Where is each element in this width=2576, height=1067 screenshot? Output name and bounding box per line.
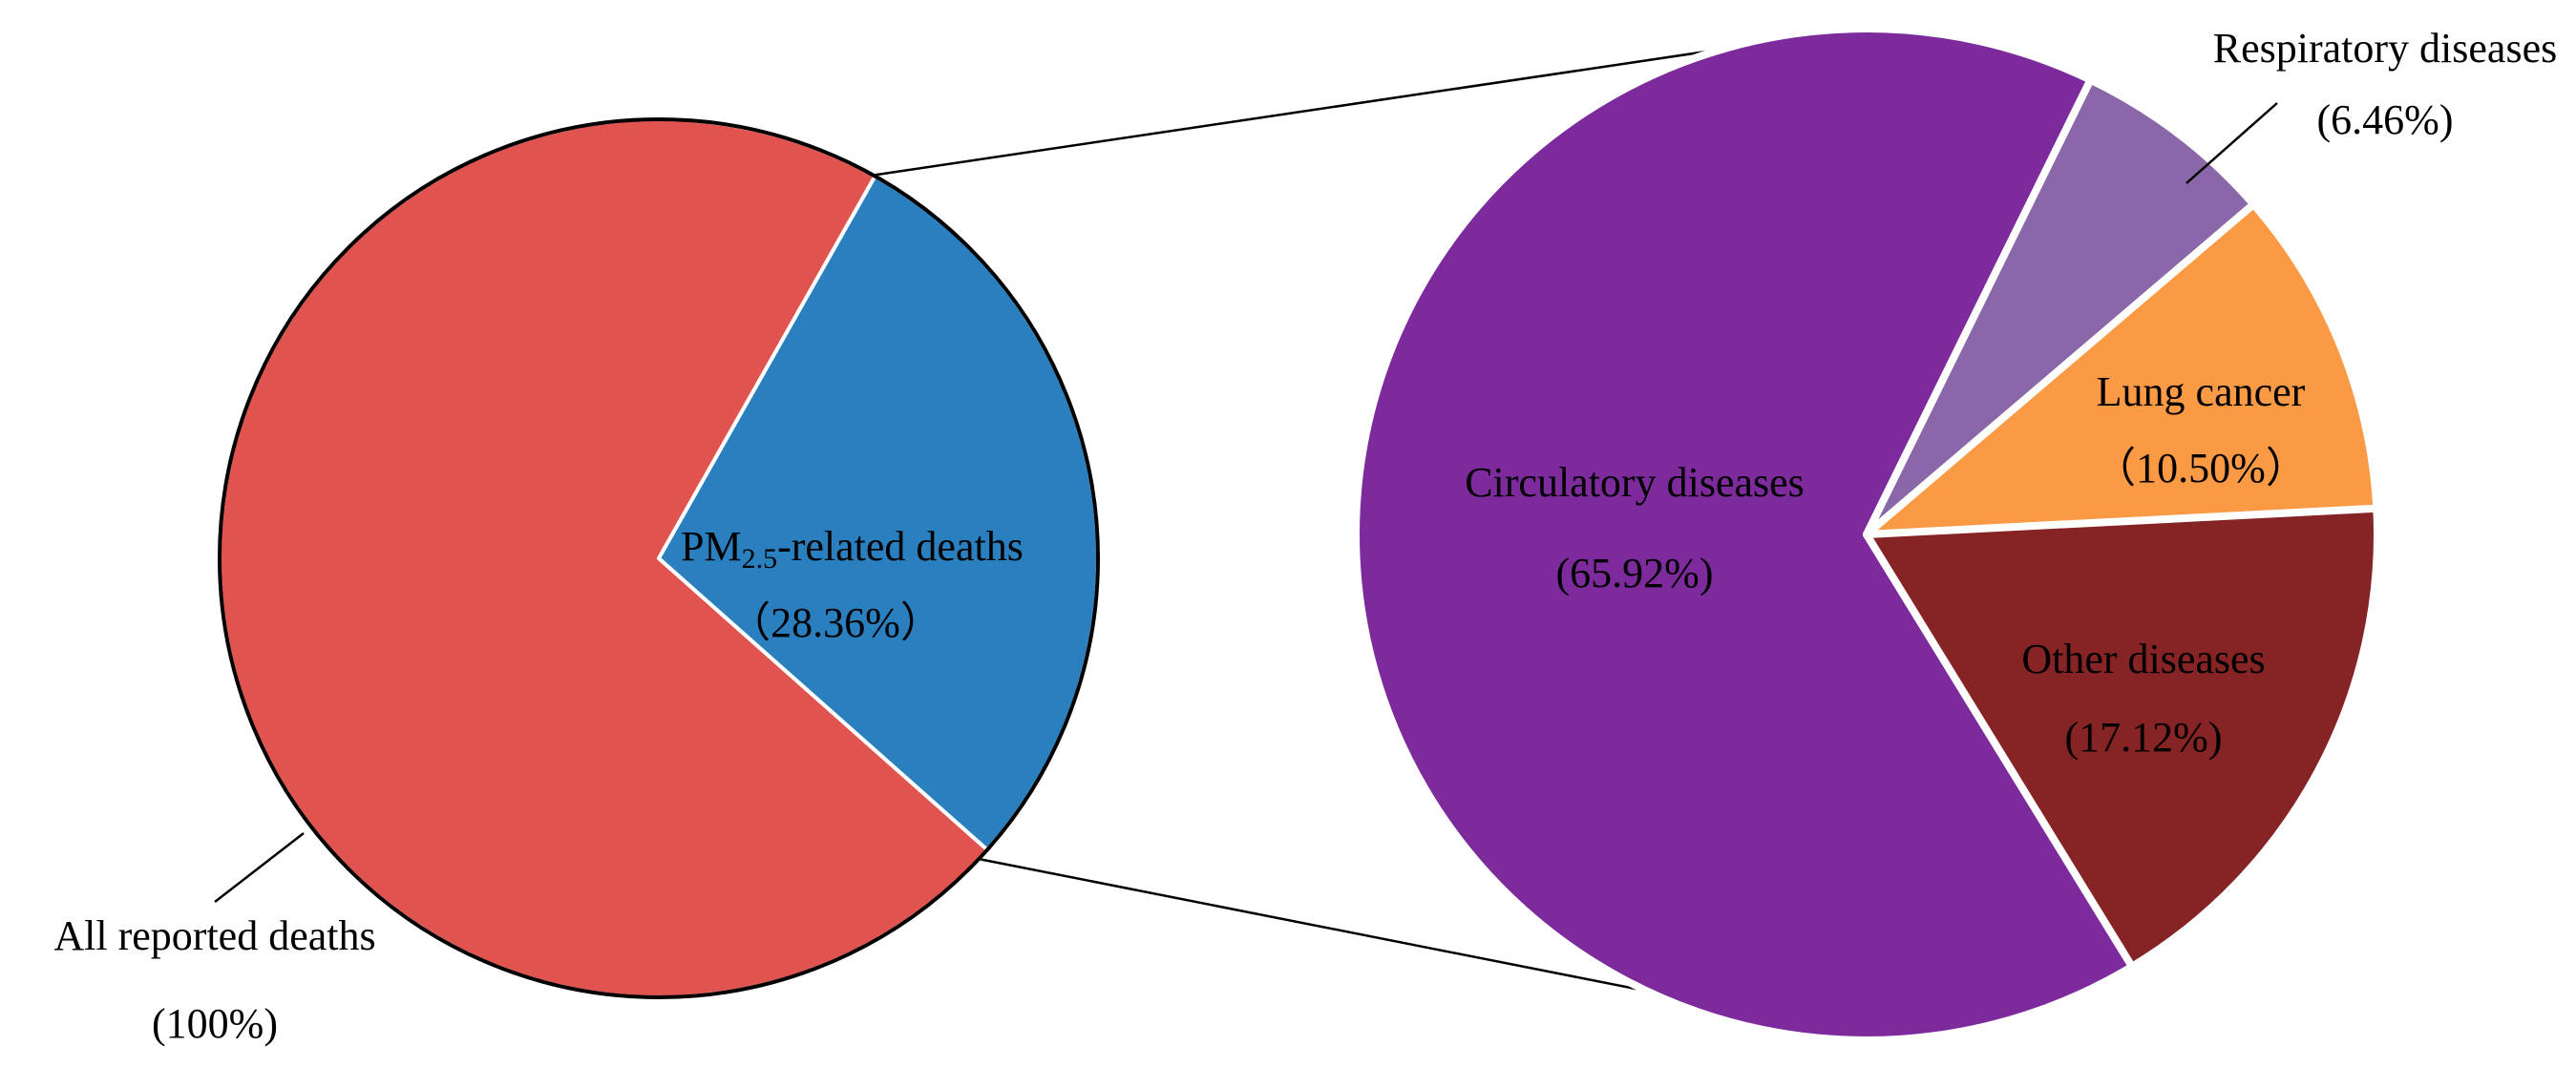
label-circulatory-diseases: Circulatory diseases [1465,459,1805,506]
label-pm25-related-deaths-pct: （28.36%） [728,599,942,646]
label-respiratory-diseases: Respiratory diseases [2213,25,2557,72]
label-lung-cancer-pct: （10.50%） [2094,445,2308,492]
pie-slice-circulatory-diseases [1352,25,2137,1044]
label-pm25-related-deaths: PM2.5-related deaths [681,523,1024,575]
leader-line-respiratory-diseases [2185,102,2278,184]
left-pie [218,117,1100,999]
label-all-reported-deaths-pct: (100%) [152,1000,278,1047]
label-lung-cancer: Lung cancer [2097,368,2306,415]
label-other-diseases: Other diseases [2021,636,2265,682]
label-all-reported-deaths: All reported deaths [53,912,375,959]
label-respiratory-diseases-pct: (6.46%) [2317,96,2454,143]
pie-slice-other-diseases [1863,504,2381,971]
label-other-diseases-pct: (17.12%) [2065,714,2223,761]
pie-slice-lung-cancer [1863,200,2381,538]
label-circulatory-diseases-pct: (65.92%) [1556,550,1714,596]
pie-slice-respiratory-diseases [1863,75,2258,538]
right-pie [1352,25,2381,1044]
left-pie-outline [218,117,1100,999]
leader-line-all-reported-deaths [214,832,305,903]
connector-line-top [863,31,1829,178]
